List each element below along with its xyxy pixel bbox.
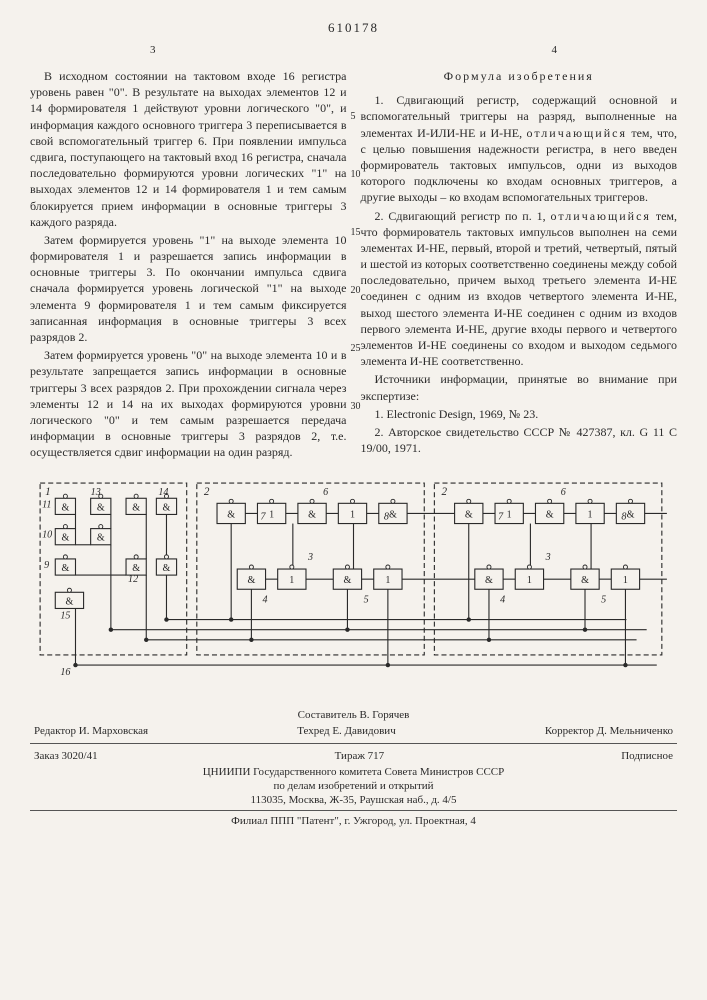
claim2-prefix: 2. Сдвигающий регистр по п. 1,	[375, 209, 551, 223]
sources-label: Источники информации, принятые во вниман…	[361, 371, 678, 403]
svg-text:&: &	[389, 509, 397, 520]
svg-text:6: 6	[561, 487, 566, 498]
right-column: 5 10 15 20 25 30 Формула изобретения 1. …	[361, 68, 678, 463]
org2: по делам изобретений и открытий	[30, 780, 677, 792]
svg-text:&: &	[227, 509, 235, 520]
corrector: Корректор Д. Мельниченко	[545, 725, 673, 737]
svg-text:1: 1	[350, 509, 355, 520]
svg-text:&: &	[247, 575, 255, 586]
line-num: 10	[351, 168, 361, 182]
subscription: Подписное	[621, 750, 673, 762]
branch: Филиал ППП "Патент", г. Ужгород, ул. Про…	[30, 815, 677, 827]
claim2-keyword: отличающийся	[551, 209, 651, 223]
editor-row: Редактор И. Марховская Техред Е. Давидов…	[30, 723, 677, 739]
svg-text:1: 1	[588, 509, 593, 520]
claim-1: 1. Сдвигающий регистр, содержащий основн…	[361, 92, 678, 205]
col-left-num: 3	[150, 44, 156, 56]
svg-text:&: &	[97, 532, 105, 543]
svg-text:2: 2	[204, 486, 210, 498]
svg-text:&: &	[308, 509, 316, 520]
svg-text:&: &	[97, 502, 105, 513]
svg-text:9: 9	[44, 560, 49, 571]
svg-text:16: 16	[60, 667, 70, 678]
col-right-num: 4	[552, 44, 558, 56]
svg-text:&: &	[485, 575, 493, 586]
svg-text:14: 14	[158, 487, 168, 498]
claim2-suffix: тем, что формирователь тактовых импульсо…	[361, 209, 678, 369]
svg-text:11: 11	[42, 499, 51, 510]
compiler-line: Составитель В. Горячев	[30, 709, 677, 721]
footer: Составитель В. Горячев Редактор И. Мархо…	[30, 709, 677, 827]
tirage: Тираж 717	[335, 750, 385, 762]
org1: ЦНИИПИ Государственного комитета Совета …	[30, 766, 677, 778]
line-num: 25	[351, 342, 361, 356]
order: Заказ 3020/41	[34, 750, 98, 762]
svg-text:1: 1	[527, 575, 532, 586]
svg-text:&: &	[627, 509, 635, 520]
doc-number: 610178	[30, 20, 677, 36]
svg-text:6: 6	[323, 487, 328, 498]
svg-text:&: &	[132, 502, 140, 513]
column-markers: 3 4	[30, 44, 677, 56]
svg-text:4: 4	[500, 594, 505, 605]
divider	[30, 743, 677, 744]
circuit-svg: 122&&&&&&&&&&&1&1&&1&1&1&1&&1&1111314109…	[30, 473, 677, 695]
svg-text:1: 1	[623, 575, 628, 586]
svg-text:5: 5	[601, 594, 606, 605]
svg-text:1: 1	[269, 509, 274, 520]
svg-text:&: &	[61, 563, 69, 574]
left-p1: В исходном состоянии на тактовом входе 1…	[30, 68, 347, 230]
svg-text:&: &	[132, 563, 140, 574]
svg-text:5: 5	[364, 594, 369, 605]
svg-text:1: 1	[385, 575, 390, 586]
svg-text:4: 4	[263, 594, 268, 605]
svg-text:3: 3	[307, 551, 313, 562]
line-num: 15	[351, 226, 361, 240]
svg-text:&: &	[61, 532, 69, 543]
divider	[30, 810, 677, 811]
svg-text:&: &	[581, 575, 589, 586]
line-num: 20	[351, 284, 361, 298]
circuit-diagram: 122&&&&&&&&&&&1&1&&1&1&1&1&&1&1111314109…	[30, 473, 677, 695]
svg-text:&: &	[163, 502, 171, 513]
svg-text:&: &	[465, 509, 473, 520]
svg-text:&: &	[65, 596, 73, 607]
formula-title: Формула изобретения	[361, 68, 678, 84]
svg-text:1: 1	[45, 486, 51, 498]
svg-text:&: &	[546, 509, 554, 520]
left-column: В исходном состоянии на тактовом входе 1…	[30, 68, 347, 463]
source-1: 1. Electronic Design, 1969, № 23.	[361, 406, 678, 422]
svg-text:1: 1	[507, 509, 512, 520]
svg-text:10: 10	[42, 529, 52, 540]
svg-text:3: 3	[545, 551, 551, 562]
addr: 113035, Москва, Ж-35, Раушская наб., д. …	[30, 794, 677, 806]
svg-text:&: &	[344, 575, 352, 586]
two-column-body: В исходном состоянии на тактовом входе 1…	[30, 68, 677, 463]
svg-text:1: 1	[289, 575, 294, 586]
svg-text:&: &	[163, 563, 171, 574]
editor: Редактор И. Марховская	[34, 725, 148, 737]
claim-2: 2. Сдвигающий регистр по п. 1, отличающи…	[361, 208, 678, 370]
claim1-keyword: отличающийся	[527, 126, 627, 140]
techred: Техред Е. Давидович	[297, 725, 396, 737]
svg-text:8: 8	[621, 511, 626, 522]
svg-text:&: &	[61, 502, 69, 513]
line-num: 5	[351, 110, 356, 124]
svg-text:15: 15	[60, 610, 70, 621]
svg-text:2: 2	[441, 486, 447, 498]
left-p3: Затем формируется уровень "0" на выходе …	[30, 347, 347, 460]
svg-text:13: 13	[91, 487, 101, 498]
left-p2: Затем формируется уровень "1" на выходе …	[30, 232, 347, 345]
line-num: 30	[351, 400, 361, 414]
order-row: Заказ 3020/41 Тираж 717 Подписное	[30, 748, 677, 764]
svg-text:12: 12	[128, 574, 138, 585]
svg-text:8: 8	[384, 511, 389, 522]
source-2: 2. Авторское свидетельство СССР № 427387…	[361, 424, 678, 456]
